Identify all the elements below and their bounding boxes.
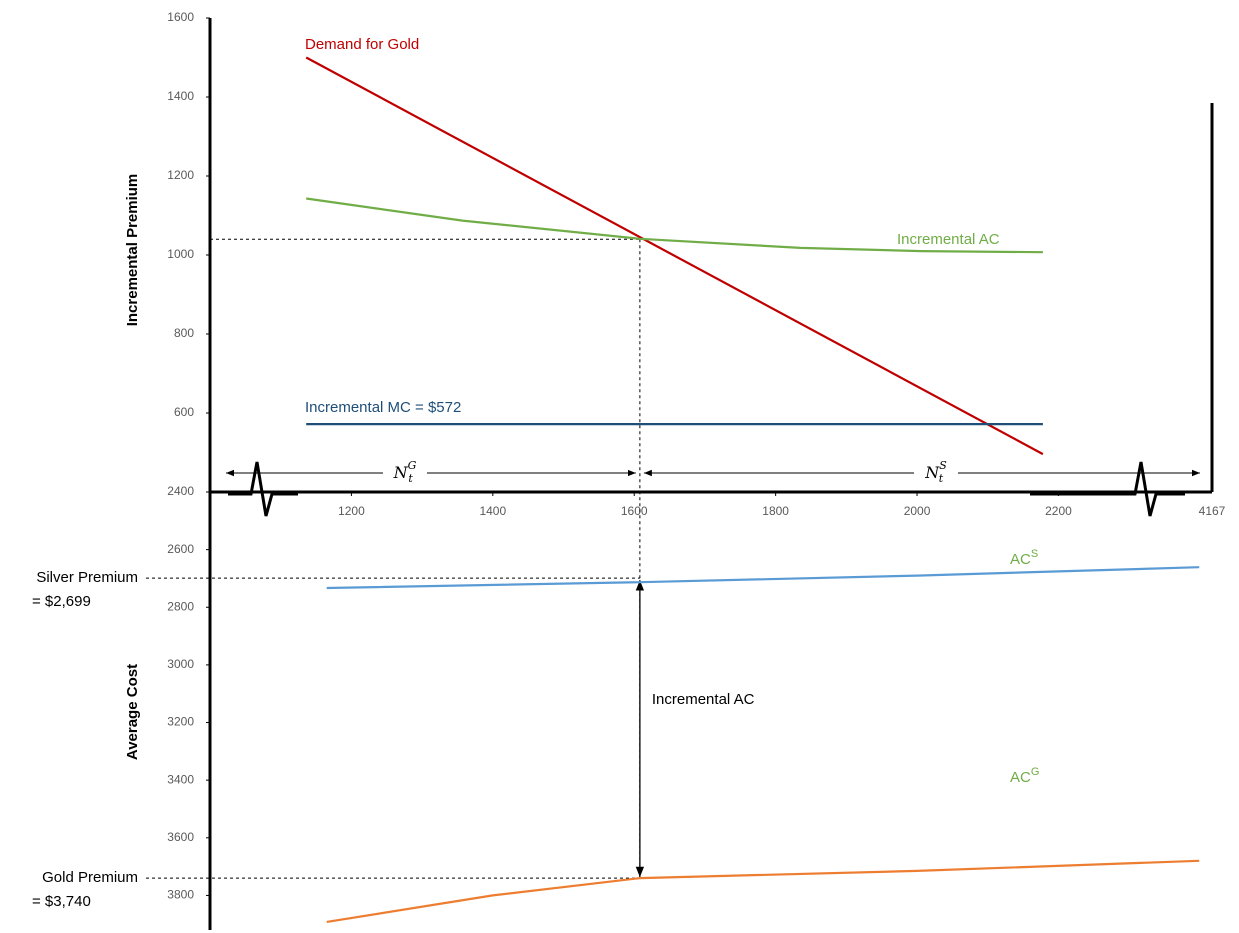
series-label: Incremental AC [897,231,1000,248]
y-tick-label: 3400 [167,772,194,786]
y-tick-label: 1400 [167,89,194,103]
label-bg [383,459,427,487]
premium-label: Gold Premium [42,869,138,886]
premium-value: = $3,740 [32,893,91,910]
x-tick-label: 1800 [762,504,789,518]
y-tick-label: 3600 [167,830,194,844]
text-part: Incremental AC [897,231,1000,248]
text-part: t [939,472,944,485]
series-label: Incremental MC = $572 [305,399,461,416]
x-tick-label: 1600 [621,504,648,518]
y-tick-label: 3800 [167,888,194,902]
label-bg [914,459,958,487]
y-tick-label: 2400 [167,484,194,498]
text-part: AC [1010,551,1031,568]
x-tick-label: 1400 [479,504,506,518]
premium-value: = $2,699 [32,593,91,610]
axis-break [1030,461,1185,517]
y-tick-label: 600 [174,405,194,419]
text-part: N [924,463,940,482]
text-part: N [393,463,409,482]
quantity-label: NG t [393,459,417,485]
y-tick-label: 3200 [167,715,194,729]
quantity-label: NS t [924,459,947,485]
text-part: G [408,459,417,472]
x-tick-label: 1200 [338,504,365,518]
series-label: ACS [1010,548,1038,568]
x-tick-label: 2200 [1045,504,1072,518]
series-line [326,566,1200,590]
series-line [306,197,1043,254]
text-part: AC [1010,769,1031,786]
y-tick-label: 3000 [167,657,194,671]
text-part: Incremental MC = $572 [305,399,461,416]
y-tick-label: 2600 [167,542,194,556]
premium-label: Silver Premium [36,569,138,586]
gap-label: Incremental AC [652,691,755,708]
text-part: S [1031,548,1038,560]
axis-break [228,461,298,517]
y-tick-label: 1000 [167,247,194,261]
y-tick-label: 800 [174,326,194,340]
y-tick-label: 2800 [167,599,194,613]
series-line [305,56,1044,456]
series-label: Demand for Gold [305,36,419,53]
text-part: Demand for Gold [305,36,419,53]
text-part: G [1031,766,1040,778]
text-part: t [408,472,413,485]
y-axis-title: Incremental Premium [124,174,141,327]
series-label: ACG [1010,766,1039,786]
x-end-label: 4167 [1199,504,1226,518]
y-tick-label: 1600 [167,10,194,24]
series-line [326,859,1200,923]
x-tick-label: 2000 [904,504,931,518]
y-tick-label: 1200 [167,168,194,182]
y-axis-title: Average Cost [124,664,141,760]
text-part: S [939,459,947,472]
